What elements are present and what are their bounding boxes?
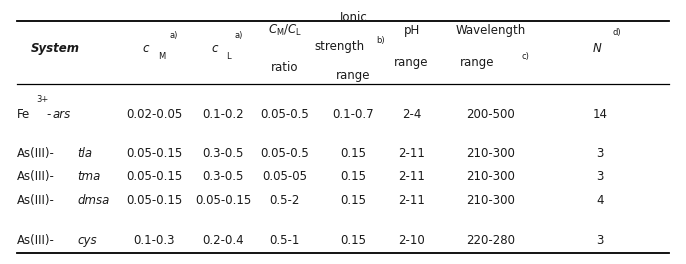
Text: As(III)-: As(III)- [17,170,55,183]
Text: tma: tma [78,170,101,183]
Text: 210-300: 210-300 [466,170,515,183]
Text: 0.2-0.4: 0.2-0.4 [202,234,244,247]
Text: 210-300: 210-300 [466,147,515,160]
Text: 0.15: 0.15 [340,234,366,247]
Text: a): a) [169,31,178,40]
Text: 210-300: 210-300 [466,194,515,207]
Text: 2-11: 2-11 [398,194,425,207]
Text: $N$: $N$ [591,42,602,55]
Text: 0.15: 0.15 [340,147,366,160]
Text: 0.1-0.7: 0.1-0.7 [333,108,374,121]
Text: dmsa: dmsa [78,194,110,207]
Text: 0.05-05: 0.05-05 [262,170,307,183]
Text: 2-10: 2-10 [399,234,425,247]
Text: 0.1-0.3: 0.1-0.3 [134,234,175,247]
Text: tla: tla [78,147,93,160]
Text: ratio: ratio [271,61,298,74]
Text: range: range [336,69,370,82]
Text: 0.5-1: 0.5-1 [270,234,300,247]
Text: Ionic: Ionic [340,11,367,24]
Text: 0.02-0.05: 0.02-0.05 [126,108,182,121]
Text: 0.3-0.5: 0.3-0.5 [202,170,244,183]
Text: d): d) [613,29,622,37]
Text: 0.05-0.5: 0.05-0.5 [260,108,309,121]
Text: 3: 3 [597,170,604,183]
Text: range: range [460,55,494,69]
Text: range: range [394,55,429,69]
Text: 2-4: 2-4 [402,108,421,121]
Text: 200-500: 200-500 [466,108,515,121]
Text: 3: 3 [597,147,604,160]
Text: 0.1-0.2: 0.1-0.2 [202,108,244,121]
Text: 0.05-0.5: 0.05-0.5 [260,147,309,160]
Text: M: M [158,52,165,61]
Text: As(III)-: As(III)- [17,194,55,207]
Text: 0.05-0.15: 0.05-0.15 [126,147,182,160]
Text: strength: strength [314,40,365,53]
Text: Fe: Fe [17,108,30,121]
Text: cys: cys [78,234,97,247]
Text: 14: 14 [593,108,608,121]
Text: $c$: $c$ [211,42,219,55]
Text: As(III)-: As(III)- [17,234,55,247]
Text: 0.05-0.15: 0.05-0.15 [126,170,182,183]
Text: -: - [47,108,51,121]
Text: 4: 4 [597,194,604,207]
Text: 2-11: 2-11 [398,147,425,160]
Text: a): a) [235,31,243,40]
Text: ars: ars [53,108,71,121]
Text: Wavelength: Wavelength [456,24,525,37]
Text: 2-11: 2-11 [398,170,425,183]
Text: L: L [226,52,231,61]
Text: As(III)-: As(III)- [17,147,55,160]
Text: $c$: $c$ [142,42,150,55]
Text: b): b) [376,36,385,45]
Text: c): c) [521,52,529,61]
Text: 0.05-0.15: 0.05-0.15 [195,194,251,207]
Text: 3: 3 [597,234,604,247]
Text: $C_{\mathrm{M}}/C_{\mathrm{L}}$: $C_{\mathrm{M}}/C_{\mathrm{L}}$ [268,23,302,38]
Text: 220-280: 220-280 [466,234,515,247]
Text: System: System [30,42,80,55]
Text: 0.5-2: 0.5-2 [270,194,300,207]
Text: pH: pH [403,24,420,37]
Text: 0.05-0.15: 0.05-0.15 [126,194,182,207]
Text: 0.15: 0.15 [340,170,366,183]
Text: 0.15: 0.15 [340,194,366,207]
Text: 0.3-0.5: 0.3-0.5 [202,147,244,160]
Text: 3+: 3+ [36,95,49,103]
